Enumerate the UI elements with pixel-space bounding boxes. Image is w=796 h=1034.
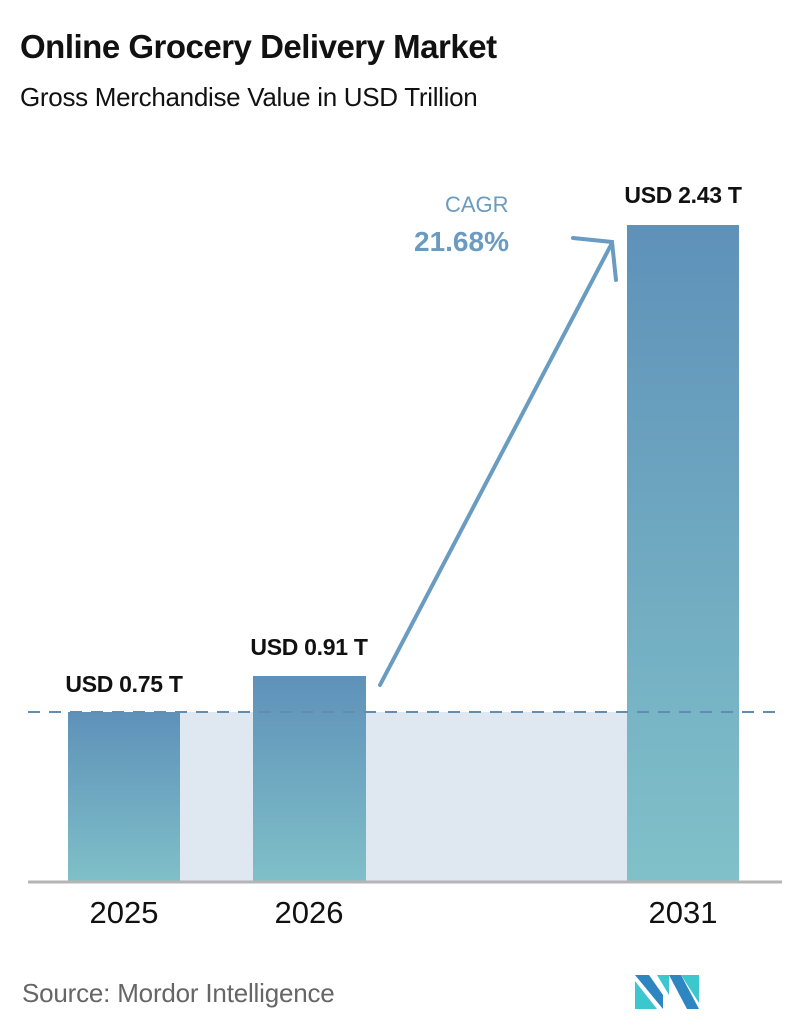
bar-label-2025: USD 0.75 T <box>65 671 183 697</box>
bar-2025 <box>68 712 180 882</box>
source-text: Source: Mordor Intelligence <box>22 978 335 1008</box>
bar-2026 <box>253 676 366 882</box>
x-label-2026: 2026 <box>274 895 344 930</box>
x-label-2031: 2031 <box>648 895 718 930</box>
chart-subtitle: Gross Merchandise Value in USD Trillion <box>20 82 478 112</box>
bar-label-2026: USD 0.91 T <box>250 634 368 660</box>
cagr-label: CAGR <box>445 192 509 217</box>
reference-shade <box>180 712 627 882</box>
mordor-intelligence-logo <box>635 975 699 1009</box>
chart-title: Online Grocery Delivery Market <box>20 28 497 65</box>
cagr-arrow-icon <box>378 236 618 687</box>
bar-2031 <box>627 225 739 882</box>
x-label-2025: 2025 <box>89 895 159 930</box>
cagr-value: 21.68% <box>414 226 509 257</box>
bar-label-2031: USD 2.43 T <box>624 182 742 208</box>
